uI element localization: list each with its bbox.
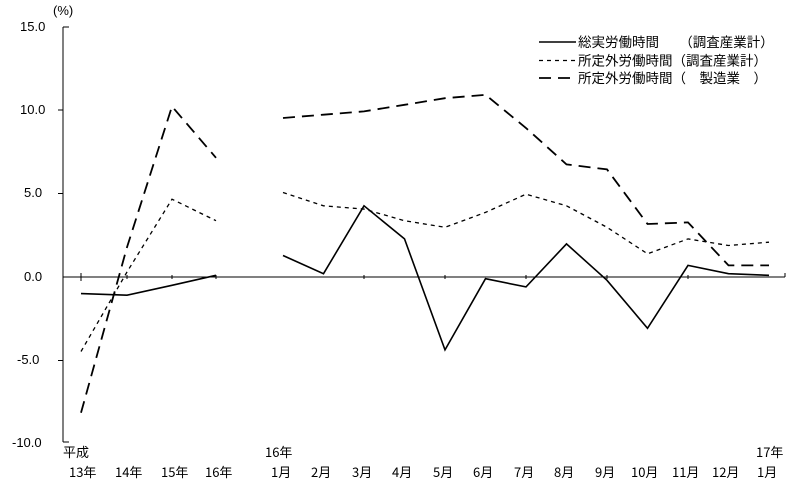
svg-text:10月: 10月 [631,462,658,481]
svg-text:2月: 2月 [311,462,331,481]
svg-text:6月: 6月 [473,462,493,481]
svg-text:3月: 3月 [352,462,372,481]
svg-text:16年: 16年 [265,442,292,461]
svg-text:1月: 1月 [271,462,291,481]
svg-text:5.0: 5.0 [24,185,42,200]
svg-text:5月: 5月 [433,462,453,481]
svg-text:8月: 8月 [554,462,574,481]
svg-text:11月: 11月 [672,462,699,481]
svg-text:12月: 12月 [712,462,739,481]
svg-text:13年: 13年 [69,462,96,481]
svg-text:-5.0: -5.0 [17,352,39,367]
svg-text:所定外労働時間（ 製造業 ）: 所定外労働時間（ 製造業 ） [578,67,767,87]
svg-text:4月: 4月 [392,462,412,481]
svg-text:17年: 17年 [756,442,783,461]
svg-text:10.0: 10.0 [20,102,45,117]
svg-text:1月: 1月 [757,462,777,481]
svg-text:総実労働時間 （調査産業計）: 総実労働時間 （調査産業計） [578,31,774,51]
svg-text:9月: 9月 [595,462,615,481]
svg-text:(%): (%) [53,3,73,18]
svg-text:16年: 16年 [205,462,232,481]
svg-text:7月: 7月 [514,462,534,481]
svg-text:-10.0: -10.0 [12,435,42,450]
svg-text:14年: 14年 [115,462,142,481]
svg-text:15年: 15年 [161,462,188,481]
svg-text:平成: 平成 [63,442,89,461]
svg-text:15.0: 15.0 [20,19,45,34]
svg-text:0.0: 0.0 [24,269,42,284]
